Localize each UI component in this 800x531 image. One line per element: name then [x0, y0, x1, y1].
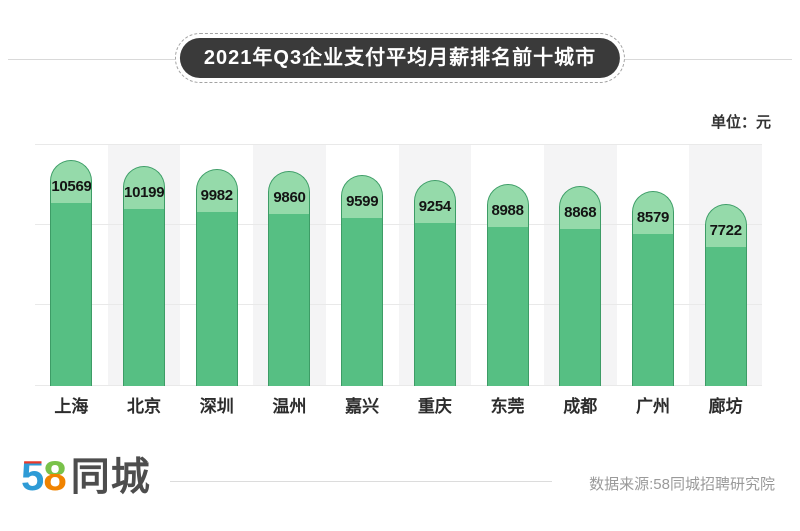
- bar-value-label: 10199: [124, 184, 165, 201]
- bar: 10569: [50, 160, 93, 386]
- city-label: 廊坊: [708, 397, 743, 416]
- bar-value-label: 9254: [418, 198, 451, 215]
- city-label: 深圳: [199, 397, 234, 416]
- bar-column: 8988: [471, 144, 544, 386]
- title-pill: 2021年Q3企业支付平均月薪排名前十城市: [179, 38, 621, 78]
- bar-cap: 9860: [269, 172, 310, 214]
- bar-cap: 9254: [414, 181, 455, 223]
- chart-columns: 10569 10199 9982 9860 9599 9254 8988 8868 8579 77…: [35, 144, 763, 386]
- city-label: 温州: [272, 397, 307, 416]
- bar-value-label: 9599: [346, 193, 379, 210]
- bar-cap: 9599: [342, 176, 383, 218]
- gridline: [35, 144, 762, 145]
- city-label: 东莞: [490, 397, 525, 416]
- bar-column: 8868: [543, 144, 617, 386]
- bar: 9254: [413, 180, 456, 386]
- bar: 9599: [341, 175, 384, 386]
- logo-digit-8: 8: [43, 452, 66, 499]
- bar-column: 7722: [689, 144, 763, 386]
- bar: 9982: [195, 169, 238, 386]
- city-label: 广州: [635, 397, 670, 416]
- bar-value-label: 10569: [51, 178, 92, 195]
- gridline: [35, 304, 762, 305]
- bar: 10199: [123, 166, 166, 386]
- bar-value-label: 7722: [709, 222, 742, 239]
- data-source-label: 数据来源:58同城招聘研究院: [589, 476, 775, 493]
- bar-column: 9254: [398, 144, 472, 386]
- bar-cap: 7722: [705, 205, 746, 247]
- bar-column: 10199: [107, 144, 181, 386]
- bar-value-label: 9860: [273, 189, 306, 206]
- bar-cap: 10199: [124, 167, 165, 209]
- city-label: 成都: [563, 397, 598, 416]
- unit-label: 单位：元: [710, 114, 771, 131]
- bar-column: 9982: [180, 144, 254, 386]
- bar-column: 9860: [253, 144, 326, 386]
- logo-digit-5: 5: [21, 452, 44, 499]
- 58tongcheng-logo: 58 同城: [21, 452, 151, 507]
- bar: 8868: [559, 186, 602, 386]
- bar: 9860: [268, 171, 311, 386]
- bar-cap: 8868: [560, 187, 601, 229]
- bar-value-label: 8579: [636, 209, 670, 226]
- bar-cap: 8988: [487, 185, 528, 227]
- bar-value-label: 9982: [200, 187, 233, 204]
- bar-cap: 10569: [51, 161, 92, 203]
- city-label: 重庆: [417, 397, 452, 416]
- city-label: 上海: [54, 397, 89, 416]
- bar: 8579: [631, 191, 674, 386]
- title-dashed-frame: 2021年Q3企业支付平均月薪排名前十城市: [174, 33, 626, 83]
- bar: 8988: [486, 184, 529, 386]
- page-title: 2021年Q3企业支付平均月薪排名前十城市: [203, 47, 597, 69]
- bar-chart-plot-area: 10569 10199 9982 9860 9599 9254 8988 8868 8579 77…: [35, 144, 763, 386]
- city-label: 北京: [127, 397, 162, 416]
- bar-column: 8579: [616, 144, 690, 386]
- bar-cap: 8579: [632, 192, 673, 234]
- bar-value-label: 8868: [564, 204, 597, 221]
- gridline: [35, 224, 762, 225]
- bar: 7722: [704, 204, 747, 386]
- gridline: [35, 385, 762, 386]
- logo-tongcheng-text: 同城: [70, 456, 151, 499]
- city-label: 嘉兴: [345, 397, 380, 416]
- bar-column: 9599: [325, 144, 399, 386]
- bar-column: 10569: [35, 144, 108, 386]
- bar-cap: 9982: [196, 170, 237, 212]
- footer-divider-line: [170, 481, 552, 482]
- bar-value-label: 8988: [491, 202, 524, 219]
- x-axis-labels: 上海 北京 深圳 温州 嘉兴 重庆 东莞 成都 广州 廊坊: [35, 392, 762, 417]
